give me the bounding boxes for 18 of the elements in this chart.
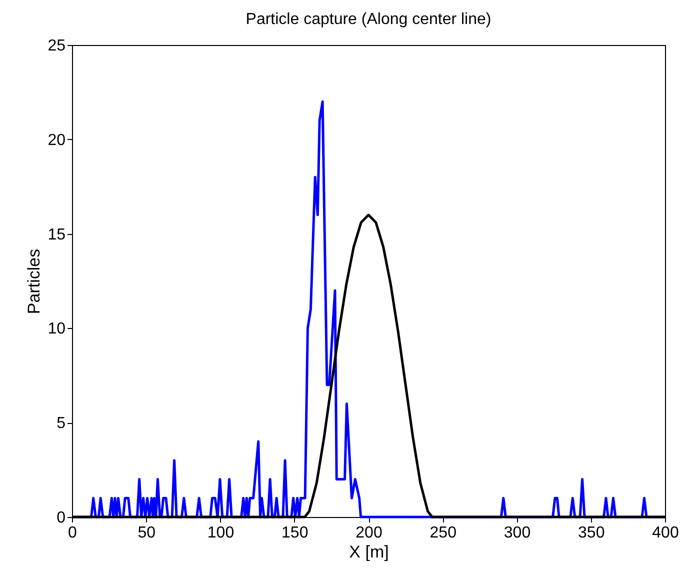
x-tick-label: 400 <box>652 524 679 542</box>
y-tick-label: 20 <box>48 132 66 149</box>
x-tick-label: 50 <box>138 524 156 542</box>
x-tick-label: 300 <box>504 524 531 542</box>
x-tick-label: 0 <box>68 524 78 542</box>
x-tick-label: 250 <box>430 524 457 542</box>
y-tick-label: 15 <box>48 226 66 244</box>
x-axis-title: X [m] <box>349 542 389 562</box>
x-tick-label: 200 <box>356 524 382 542</box>
x-tick-label: 350 <box>578 524 605 542</box>
chart-title: Particle capture (Along center line) <box>246 11 492 28</box>
x-tick-label: 150 <box>282 524 308 542</box>
y-tick-label: 5 <box>56 415 66 432</box>
y-tick-label: 25 <box>48 38 66 54</box>
y-tick-label: 0 <box>56 510 66 526</box>
x-tick-label: 100 <box>207 524 234 542</box>
y-tick-label: 10 <box>48 320 66 338</box>
y-axis-title: Particles <box>24 248 44 314</box>
